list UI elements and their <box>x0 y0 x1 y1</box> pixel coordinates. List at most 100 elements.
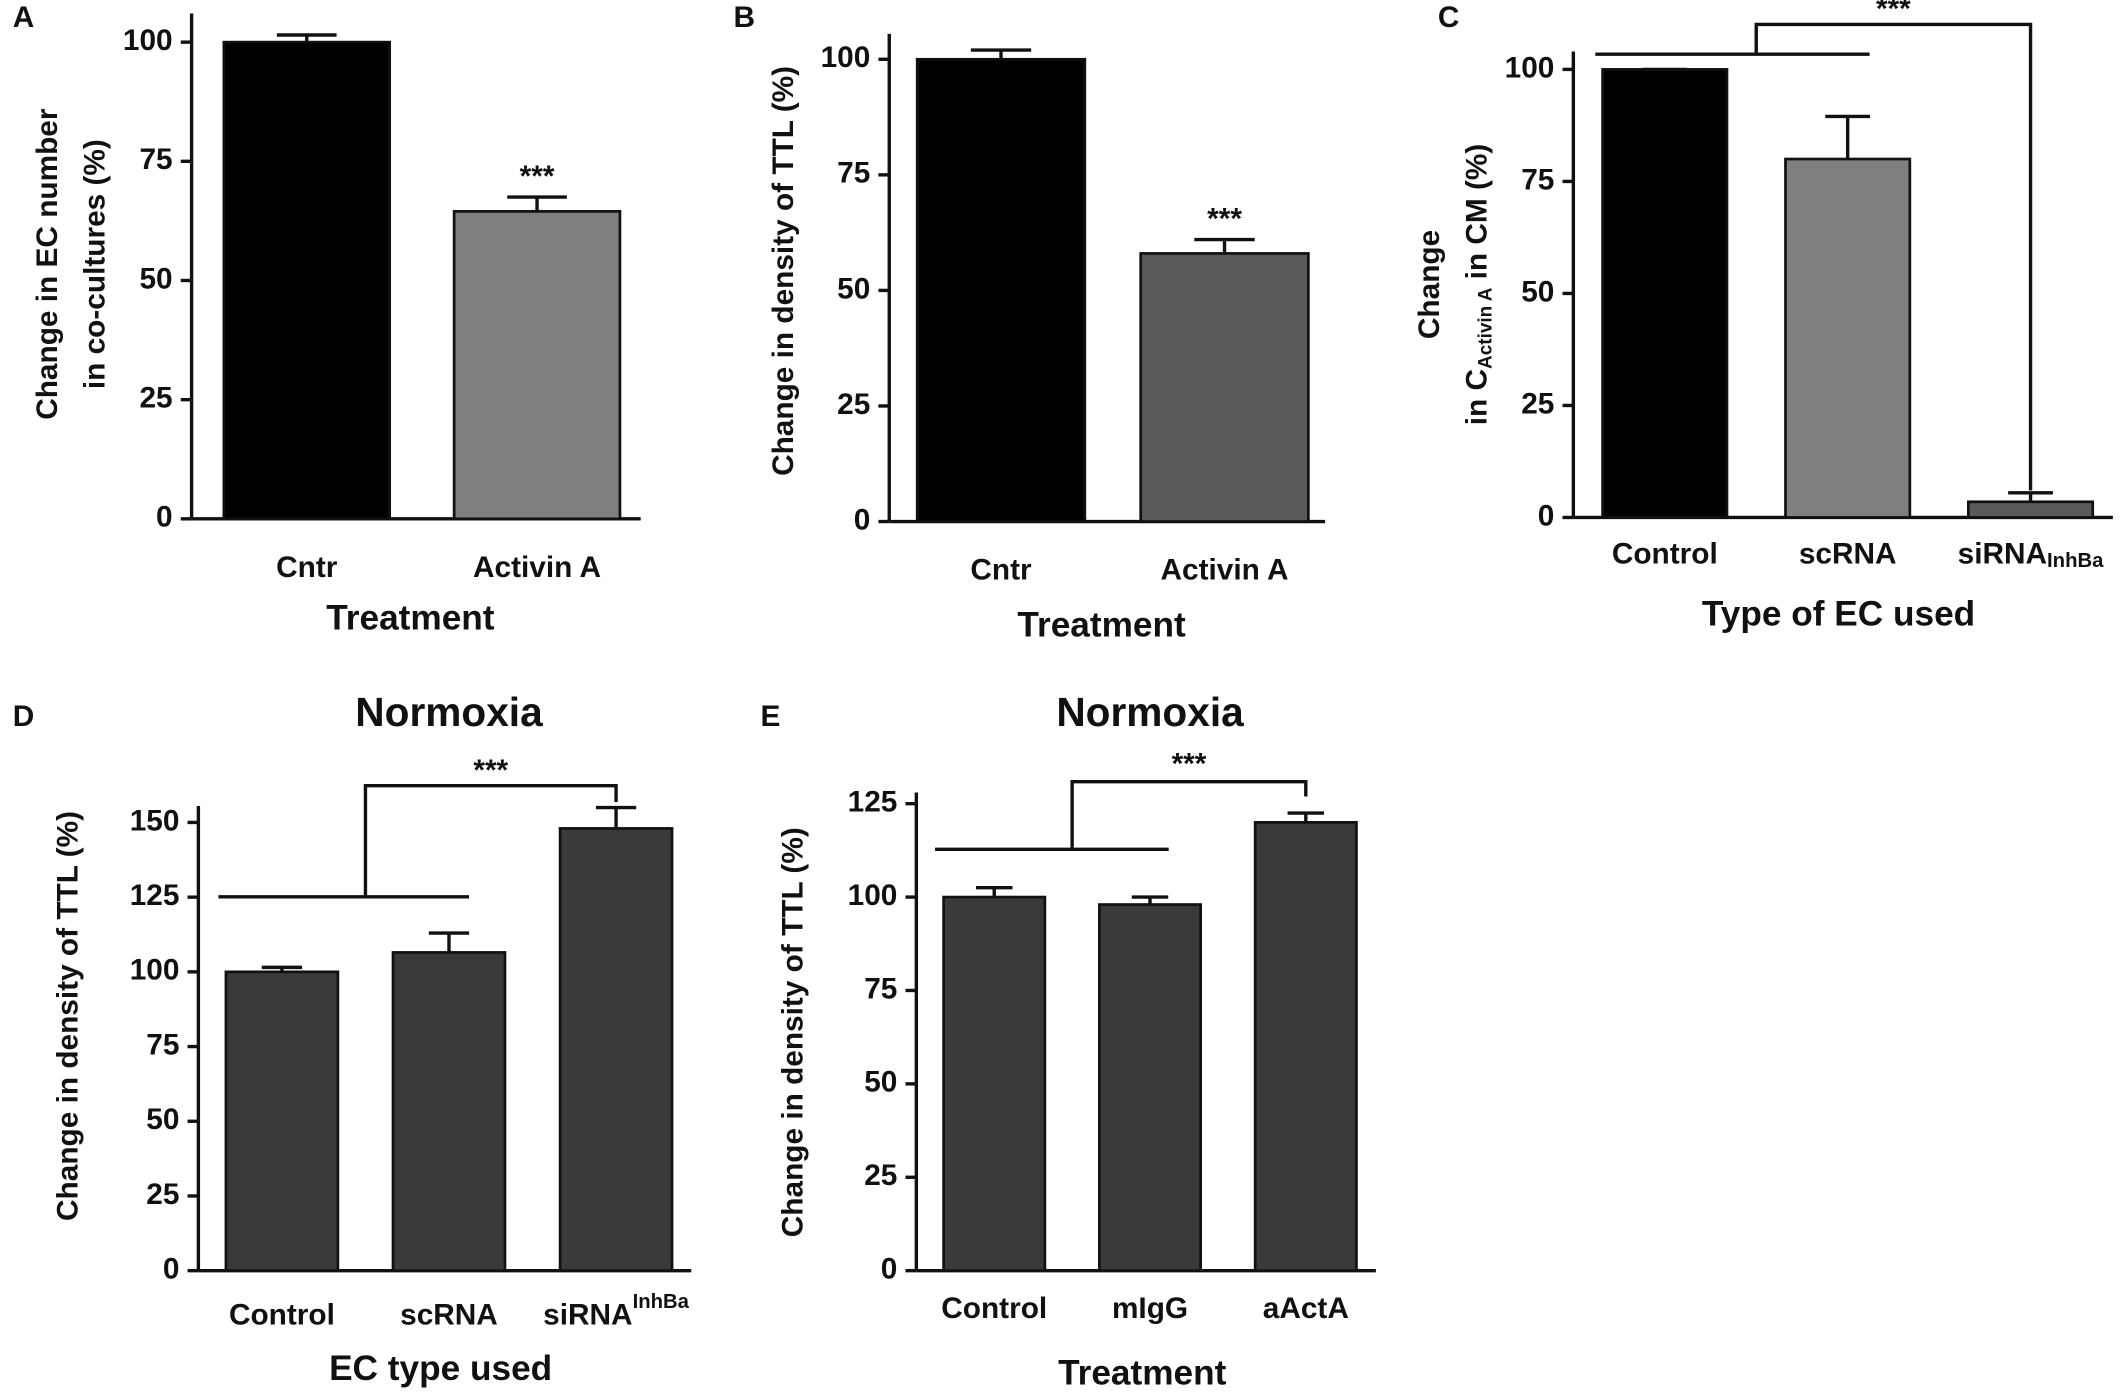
y-axis-label: Change <box>1413 230 1446 339</box>
error-bar <box>428 931 470 953</box>
error-bar <box>2008 491 2053 502</box>
error-bar <box>276 33 337 43</box>
panel-label: A <box>13 1 35 34</box>
y-tick-label: 25 <box>864 1159 897 1192</box>
y-tick-label: 0 <box>163 1253 180 1286</box>
x-tick-label: Cntr <box>276 551 338 584</box>
y-tick-label: 50 <box>139 262 172 295</box>
x-tick-label-part: Control <box>941 1292 1047 1325</box>
y-tick-label: 100 <box>1505 51 1555 84</box>
x-tick-label: aActA <box>1263 1292 1349 1325</box>
bar <box>915 57 1087 523</box>
y-axis-label: Change in density of TTL (%) <box>776 827 809 1237</box>
y-tick-label: 25 <box>1521 387 1554 420</box>
significance-bracket <box>1070 779 1308 850</box>
y-tick-label: 100 <box>848 879 898 912</box>
chart-title: Normoxia <box>355 689 543 735</box>
bar <box>1601 68 1729 519</box>
significance-label: *** <box>1172 747 1207 780</box>
y-tick-label: 75 <box>146 1028 179 1061</box>
significance-label: *** <box>520 160 555 193</box>
y-axis-label: Change in EC number <box>31 108 64 420</box>
x-tick-label-part: aActA <box>1263 1292 1349 1325</box>
y-axis-label: in CActivin A in CM (%) <box>1460 144 1496 426</box>
y-tick-label: 25 <box>146 1178 179 1211</box>
x-tick-label-part: Activin A <box>1161 554 1289 587</box>
significance-bracket <box>363 784 618 897</box>
y-tick-label: 0 <box>854 503 871 536</box>
x-tick-label-sub: InhBa <box>2047 551 2104 573</box>
y-tick-label: 0 <box>1538 499 1555 532</box>
x-tick-label: Control <box>229 1299 335 1332</box>
y-tick-label: 100 <box>130 954 180 987</box>
x-tick-label-part: scRNA <box>1799 537 1897 570</box>
y-tick-label: 50 <box>837 272 870 305</box>
y-axis-label: in co-cultures (%) <box>79 139 112 389</box>
y-axis-label-sub: Activin A <box>1476 287 1497 369</box>
x-axis-label: Type of EC used <box>1702 595 1975 634</box>
x-tick-label: siRNAInhBa <box>543 1292 689 1332</box>
y-tick-label: 50 <box>146 1103 179 1136</box>
error-bar <box>595 805 637 829</box>
error-bar <box>1287 811 1325 823</box>
y-tick-label: 75 <box>837 157 870 190</box>
bar <box>1253 821 1358 1273</box>
panel-label: E <box>761 700 781 733</box>
bar <box>942 895 1047 1273</box>
error-bar <box>1194 237 1255 254</box>
x-tick-label: Control <box>1612 537 1718 570</box>
panel-label: C <box>1438 1 1460 34</box>
y-tick-label: 100 <box>123 24 173 57</box>
y-tick-label: 75 <box>1521 163 1554 196</box>
y-axis-label: Change in density of TTL (%) <box>52 811 85 1221</box>
x-tick-label-part: Activin A <box>473 551 601 584</box>
chart-title: Normoxia <box>1056 689 1244 735</box>
y-tick-label: 125 <box>848 786 898 819</box>
significance-label: *** <box>473 754 508 787</box>
bar <box>1139 252 1310 523</box>
x-tick-label-sup: InhBa <box>633 1292 690 1314</box>
error-bar <box>970 48 1032 60</box>
x-tick-label-part: mIgG <box>1112 1292 1188 1325</box>
bar <box>1967 500 2095 519</box>
x-tick-label: Cntr <box>970 554 1032 587</box>
x-axis-label: Treatment <box>326 599 495 638</box>
bar <box>1098 903 1203 1273</box>
y-tick-label: 75 <box>139 143 172 176</box>
y-tick-label: 100 <box>821 41 871 74</box>
x-tick-label-part: Cntr <box>970 554 1032 587</box>
error-bar <box>261 965 303 972</box>
x-tick-label-part: siRNA <box>1958 537 2047 570</box>
error-bar <box>1131 895 1169 905</box>
x-tick-label: Activin A <box>1161 554 1289 587</box>
x-tick-label: scRNA <box>1799 537 1897 570</box>
y-tick-label: 25 <box>139 382 172 415</box>
bar <box>452 210 622 521</box>
x-tick-label-part: Cntr <box>276 551 338 584</box>
panel-label: B <box>733 1 755 34</box>
panel-label: D <box>13 700 35 733</box>
error-bar <box>507 195 567 212</box>
x-tick-label-part: Control <box>1612 537 1718 570</box>
bar <box>222 40 392 521</box>
bar <box>1784 157 1912 519</box>
x-tick-label: mIgG <box>1112 1292 1188 1325</box>
significance-bracket <box>1754 22 2033 491</box>
bar <box>558 827 674 1273</box>
y-tick-label: 0 <box>881 1253 898 1286</box>
x-tick-label: Activin A <box>473 551 601 584</box>
x-tick-label-part: Control <box>229 1299 335 1332</box>
bar <box>224 970 340 1273</box>
y-tick-label: 75 <box>864 972 897 1005</box>
error-bar <box>976 886 1013 898</box>
y-axis-label: Change in density of TTL (%) <box>767 66 800 476</box>
x-tick-label: siRNAInhBa <box>1958 537 2104 572</box>
bar <box>391 951 507 1273</box>
x-axis-label: Treatment <box>1058 1353 1227 1392</box>
y-tick-label: 150 <box>130 804 180 837</box>
y-axis-label-part: in C <box>1460 369 1493 425</box>
x-axis-label: EC type used <box>329 1349 552 1388</box>
x-tick-label: scRNA <box>400 1299 498 1332</box>
